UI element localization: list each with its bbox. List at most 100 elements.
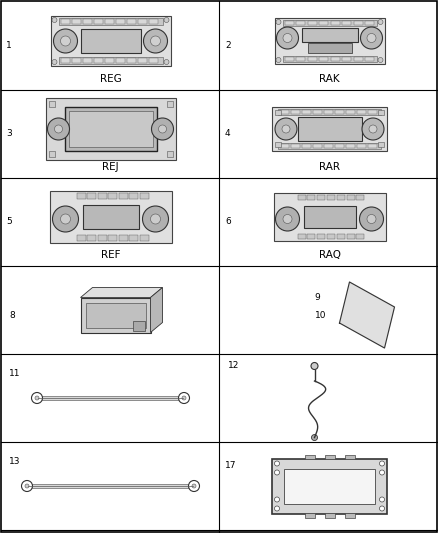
Text: 10: 10	[314, 311, 326, 319]
Bar	[345, 455, 354, 458]
Circle shape	[52, 18, 57, 22]
Circle shape	[378, 58, 383, 62]
Circle shape	[47, 118, 70, 140]
Bar	[301, 28, 357, 42]
Bar	[325, 455, 335, 458]
Bar	[59, 18, 162, 25]
Bar	[353, 57, 363, 61]
Bar	[285, 57, 293, 61]
Circle shape	[151, 36, 160, 46]
Bar	[71, 19, 81, 24]
Text: 12: 12	[228, 361, 240, 370]
Bar	[272, 458, 387, 513]
Bar	[297, 195, 305, 200]
Bar	[307, 43, 352, 53]
Circle shape	[360, 207, 384, 231]
Circle shape	[151, 214, 160, 224]
Text: 8: 8	[9, 311, 15, 319]
Circle shape	[275, 470, 279, 475]
Text: 13: 13	[9, 457, 21, 466]
Text: RAR: RAR	[319, 162, 340, 172]
Bar	[50, 16, 170, 66]
Bar	[64, 107, 156, 151]
Bar	[284, 469, 375, 504]
Bar	[127, 58, 135, 63]
Bar	[313, 144, 322, 148]
Bar	[307, 234, 315, 239]
Circle shape	[283, 34, 292, 43]
Bar	[331, 21, 339, 25]
Circle shape	[144, 29, 167, 53]
Bar	[346, 234, 354, 239]
Circle shape	[164, 18, 169, 22]
Bar	[139, 235, 148, 241]
Circle shape	[369, 125, 377, 133]
Bar	[356, 195, 364, 200]
Bar	[337, 234, 345, 239]
Text: REJ: REJ	[102, 162, 119, 172]
Bar	[98, 193, 106, 199]
Bar	[285, 21, 293, 25]
Bar	[129, 193, 138, 199]
Bar	[304, 513, 314, 518]
Circle shape	[60, 36, 71, 46]
Circle shape	[21, 481, 32, 491]
Bar	[317, 234, 325, 239]
Bar	[357, 110, 366, 114]
Bar	[138, 19, 146, 24]
Text: 11: 11	[9, 369, 21, 378]
Bar	[365, 57, 374, 61]
Circle shape	[311, 362, 318, 369]
Bar	[46, 98, 176, 160]
Bar	[324, 144, 333, 148]
Bar	[307, 57, 317, 61]
Bar	[85, 303, 145, 327]
Bar	[166, 101, 173, 107]
Bar	[82, 58, 92, 63]
Circle shape	[275, 497, 279, 502]
Text: REF: REF	[101, 250, 120, 260]
Bar	[68, 111, 152, 147]
Circle shape	[379, 461, 385, 466]
Bar	[275, 110, 281, 115]
Circle shape	[362, 118, 384, 140]
Bar	[82, 19, 92, 24]
Bar	[337, 195, 345, 200]
Text: 1: 1	[6, 42, 12, 51]
Text: 2: 2	[225, 42, 231, 51]
Circle shape	[276, 20, 281, 25]
Bar	[82, 205, 138, 229]
Bar	[297, 117, 361, 141]
Bar	[148, 19, 158, 24]
Bar	[357, 144, 366, 148]
Text: 17: 17	[225, 462, 237, 471]
Circle shape	[379, 497, 385, 502]
Bar	[346, 195, 354, 200]
Text: 4: 4	[225, 130, 231, 139]
Bar	[77, 193, 85, 199]
Circle shape	[152, 118, 173, 140]
Bar	[342, 21, 351, 25]
Bar	[275, 142, 281, 147]
Bar	[307, 21, 317, 25]
Circle shape	[276, 27, 299, 49]
Bar	[77, 235, 85, 241]
Bar	[346, 110, 355, 114]
Bar	[148, 58, 158, 63]
Circle shape	[192, 484, 196, 488]
Bar	[378, 142, 384, 147]
Bar	[346, 144, 355, 148]
Bar	[116, 19, 124, 24]
Bar	[302, 144, 311, 148]
Text: 9: 9	[314, 294, 320, 303]
Polygon shape	[81, 297, 151, 333]
Bar	[108, 193, 117, 199]
Bar	[105, 58, 113, 63]
Text: 3: 3	[6, 130, 12, 139]
Bar	[335, 110, 344, 114]
Circle shape	[142, 206, 169, 232]
Polygon shape	[151, 287, 162, 333]
Circle shape	[275, 506, 279, 511]
Bar	[304, 206, 356, 228]
Bar	[280, 110, 289, 114]
